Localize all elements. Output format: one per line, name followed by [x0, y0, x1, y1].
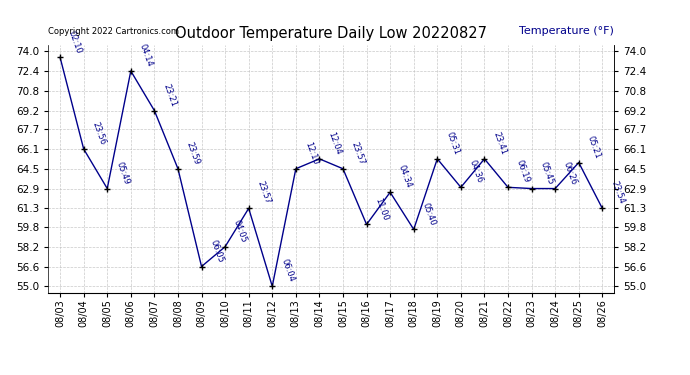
Text: 05:21: 05:21 — [586, 134, 602, 160]
Text: 23:41: 23:41 — [491, 130, 508, 156]
Text: 04:14: 04:14 — [138, 43, 155, 68]
Text: 12:04: 12:04 — [326, 130, 343, 156]
Text: Temperature (°F): Temperature (°F) — [520, 26, 614, 36]
Text: 23:54: 23:54 — [609, 180, 626, 206]
Text: 06:26: 06:26 — [562, 160, 579, 186]
Text: 11:00: 11:00 — [373, 196, 390, 222]
Text: 23:59: 23:59 — [185, 141, 201, 166]
Text: 06:04: 06:04 — [279, 258, 296, 284]
Title: Outdoor Temperature Daily Low 20220827: Outdoor Temperature Daily Low 20220827 — [175, 26, 487, 41]
Text: 23:57: 23:57 — [255, 180, 273, 206]
Text: 05:45: 05:45 — [538, 160, 555, 186]
Text: 23:56: 23:56 — [90, 120, 107, 146]
Text: 12:10: 12:10 — [303, 141, 319, 166]
Text: 02:10: 02:10 — [67, 29, 83, 55]
Text: 05:40: 05:40 — [421, 201, 437, 226]
Text: 04:05: 04:05 — [232, 219, 248, 244]
Text: 23:21: 23:21 — [161, 82, 178, 108]
Text: 06:19: 06:19 — [515, 159, 531, 184]
Text: 04:34: 04:34 — [397, 164, 414, 189]
Text: 23:57: 23:57 — [350, 140, 366, 166]
Text: 04:36: 04:36 — [468, 159, 484, 184]
Text: 06:05: 06:05 — [208, 238, 225, 264]
Text: 05:31: 05:31 — [444, 130, 461, 156]
Text: Copyright 2022 Cartronics.com: Copyright 2022 Cartronics.com — [48, 27, 179, 36]
Text: 05:49: 05:49 — [114, 160, 131, 186]
